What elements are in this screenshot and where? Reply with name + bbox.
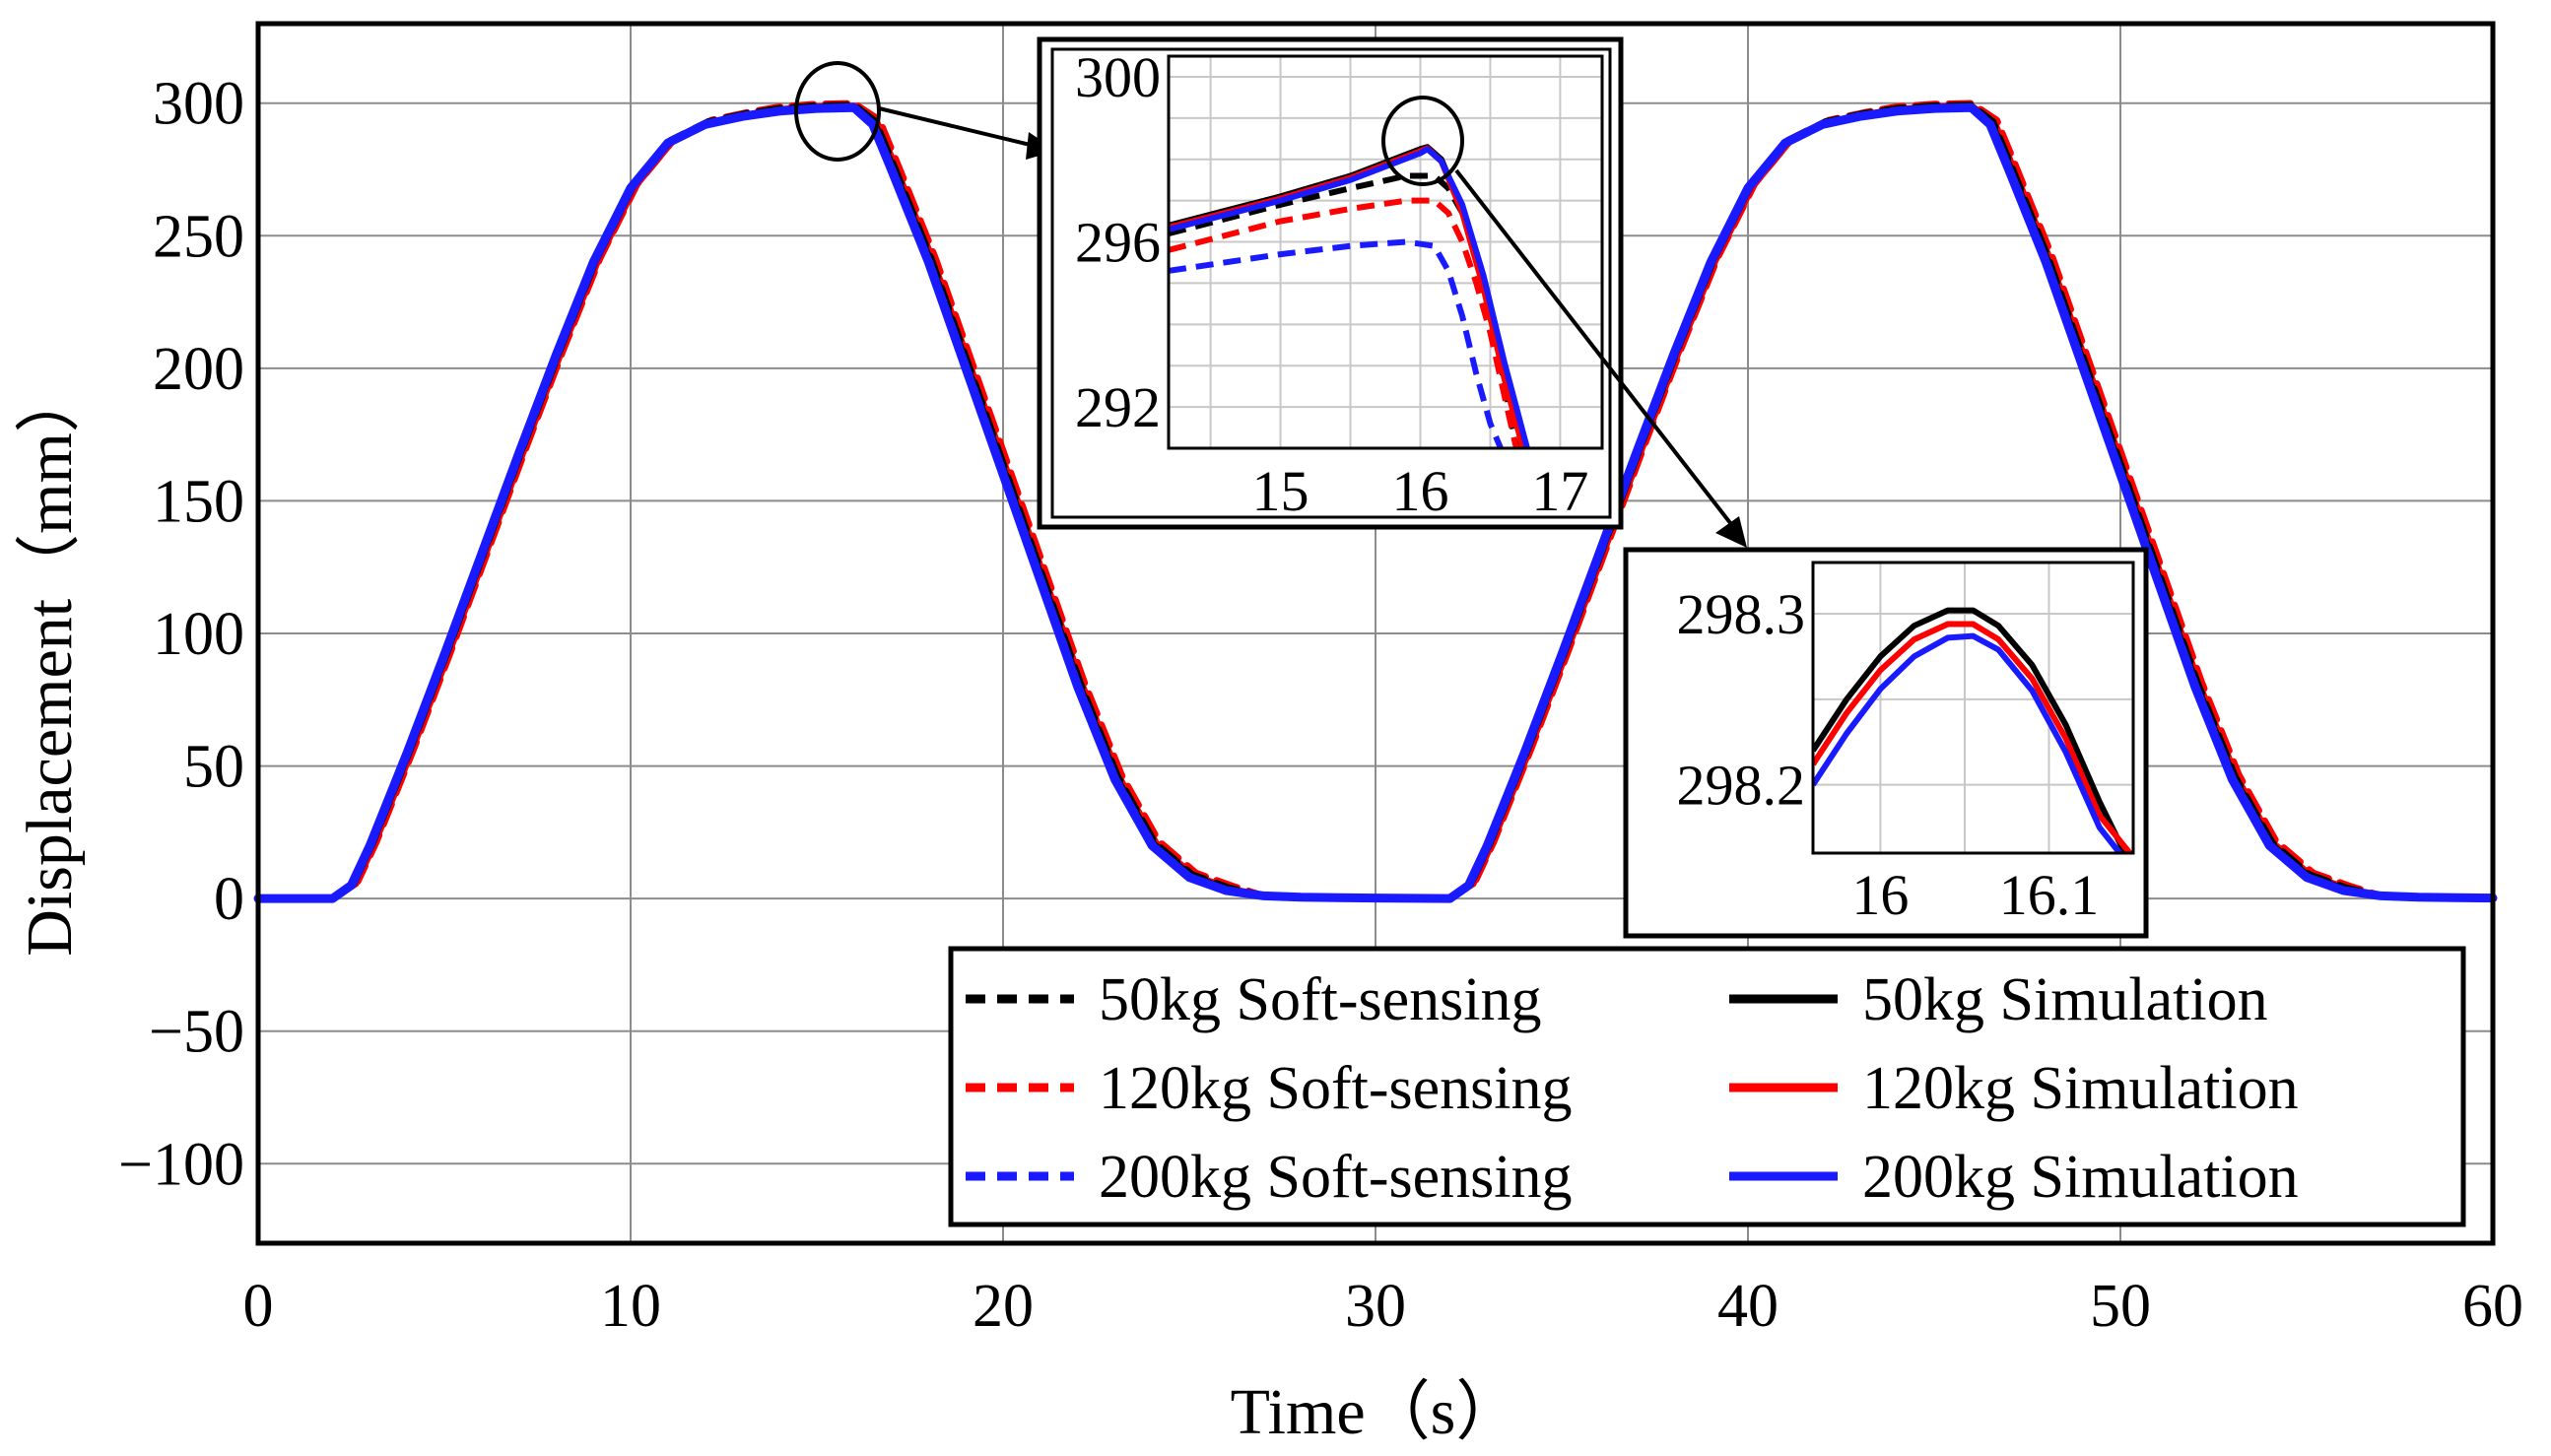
x-tick-label: 60 <box>2462 1273 2523 1340</box>
inset2-series-50kg-simulation <box>1813 607 2128 853</box>
y-tick-label: −100 <box>118 1131 244 1198</box>
x-tick-label: 30 <box>1345 1273 1406 1340</box>
y-tick-label: −50 <box>149 999 244 1066</box>
inset2-series-200kg-simulation <box>1813 632 2122 853</box>
inset2-tick-labels: 298.3 298.2 16 16.1 <box>1677 582 2100 927</box>
inset1-x-tick-label: 16 <box>1391 459 1448 523</box>
x-tick-label: 50 <box>2090 1273 2151 1340</box>
x-tick-label: 20 <box>973 1273 1034 1340</box>
zoom-circle-inset1 <box>1381 96 1464 186</box>
inset1-y-tick-label: 300 <box>1075 45 1161 109</box>
zoom-arrow-1 <box>878 106 1043 150</box>
legend-label-120kg-soft-sensing: 120kg Soft-sensing <box>1099 1055 1573 1122</box>
x-tick-label: 40 <box>1717 1273 1779 1340</box>
main-tick-labels: 300 250 200 150 100 50 0 −50 −100 0 10 20 30 40 50 60 <box>118 71 2523 1340</box>
inset1-curves <box>1169 144 1531 448</box>
legend: 50kg Soft-sensing 120kg Soft-sensing 200kg… <box>966 966 2299 1211</box>
y-tick-label: 250 <box>153 203 244 270</box>
y-tick-label: 100 <box>153 601 244 668</box>
inset2-curves <box>1813 607 2132 853</box>
inset1-plot-frame <box>1167 54 1604 450</box>
legend-label-200kg-soft-sensing: 200kg Soft-sensing <box>1099 1144 1573 1211</box>
y-tick-label: 300 <box>153 71 244 138</box>
inset2-y-tick-label: 298.2 <box>1677 754 1806 818</box>
inset1-tick-labels: 300 296 292 15 16 17 <box>1075 45 1588 523</box>
inset1-y-tick-label: 296 <box>1075 211 1161 275</box>
inset1-grid <box>1169 56 1602 448</box>
y-tick-label: 50 <box>183 734 244 801</box>
zoom-arrow-2 <box>1454 168 1736 530</box>
x-tick-label: 10 <box>600 1273 661 1340</box>
legend-box <box>948 946 2466 1227</box>
x-axis-label: Time（s） <box>1231 1376 1521 1448</box>
inset1-x-tick-label: 17 <box>1531 459 1588 523</box>
inset2-y-tick-label: 298.3 <box>1677 582 1806 646</box>
inset2-x-tick-label: 16.1 <box>1999 863 2100 927</box>
zoom-arrow-2-head <box>1715 516 1747 548</box>
y-tick-label: 150 <box>153 468 244 535</box>
inset1-x-tick-label: 15 <box>1252 459 1309 523</box>
inset2-series-120kg-simulation <box>1813 621 2132 853</box>
inset1-series-200kg-soft-sensing <box>1169 238 1505 448</box>
main-series-200kg-simulation <box>253 102 2498 903</box>
x-tick-label: 0 <box>243 1273 274 1340</box>
main-curves <box>253 99 2498 903</box>
inset1-series-200kg-simulation <box>1169 146 1531 448</box>
inset1-box-inner <box>1050 47 1612 519</box>
y-tick-label: 0 <box>214 866 244 933</box>
y-axis-label: Displacement（mm） <box>14 367 86 957</box>
main-plot-frame <box>255 21 2496 1246</box>
legend-label-50kg-soft-sensing: 50kg Soft-sensing <box>1099 966 1542 1033</box>
legend-label-200kg-simulation: 200kg Simulation <box>1862 1144 2299 1211</box>
inset2-x-tick-label: 16 <box>1851 863 1909 927</box>
legend-label-50kg-simulation: 50kg Simulation <box>1862 966 2268 1033</box>
legend-label-120kg-simulation: 120kg Simulation <box>1862 1055 2299 1122</box>
inset1-series-120kg-soft-sensing <box>1169 197 1519 448</box>
zoom-circle-main <box>794 61 881 162</box>
inset2-plot-frame <box>1811 561 2135 855</box>
y-tick-label: 200 <box>153 336 244 403</box>
inset1-y-tick-label: 292 <box>1075 375 1161 439</box>
